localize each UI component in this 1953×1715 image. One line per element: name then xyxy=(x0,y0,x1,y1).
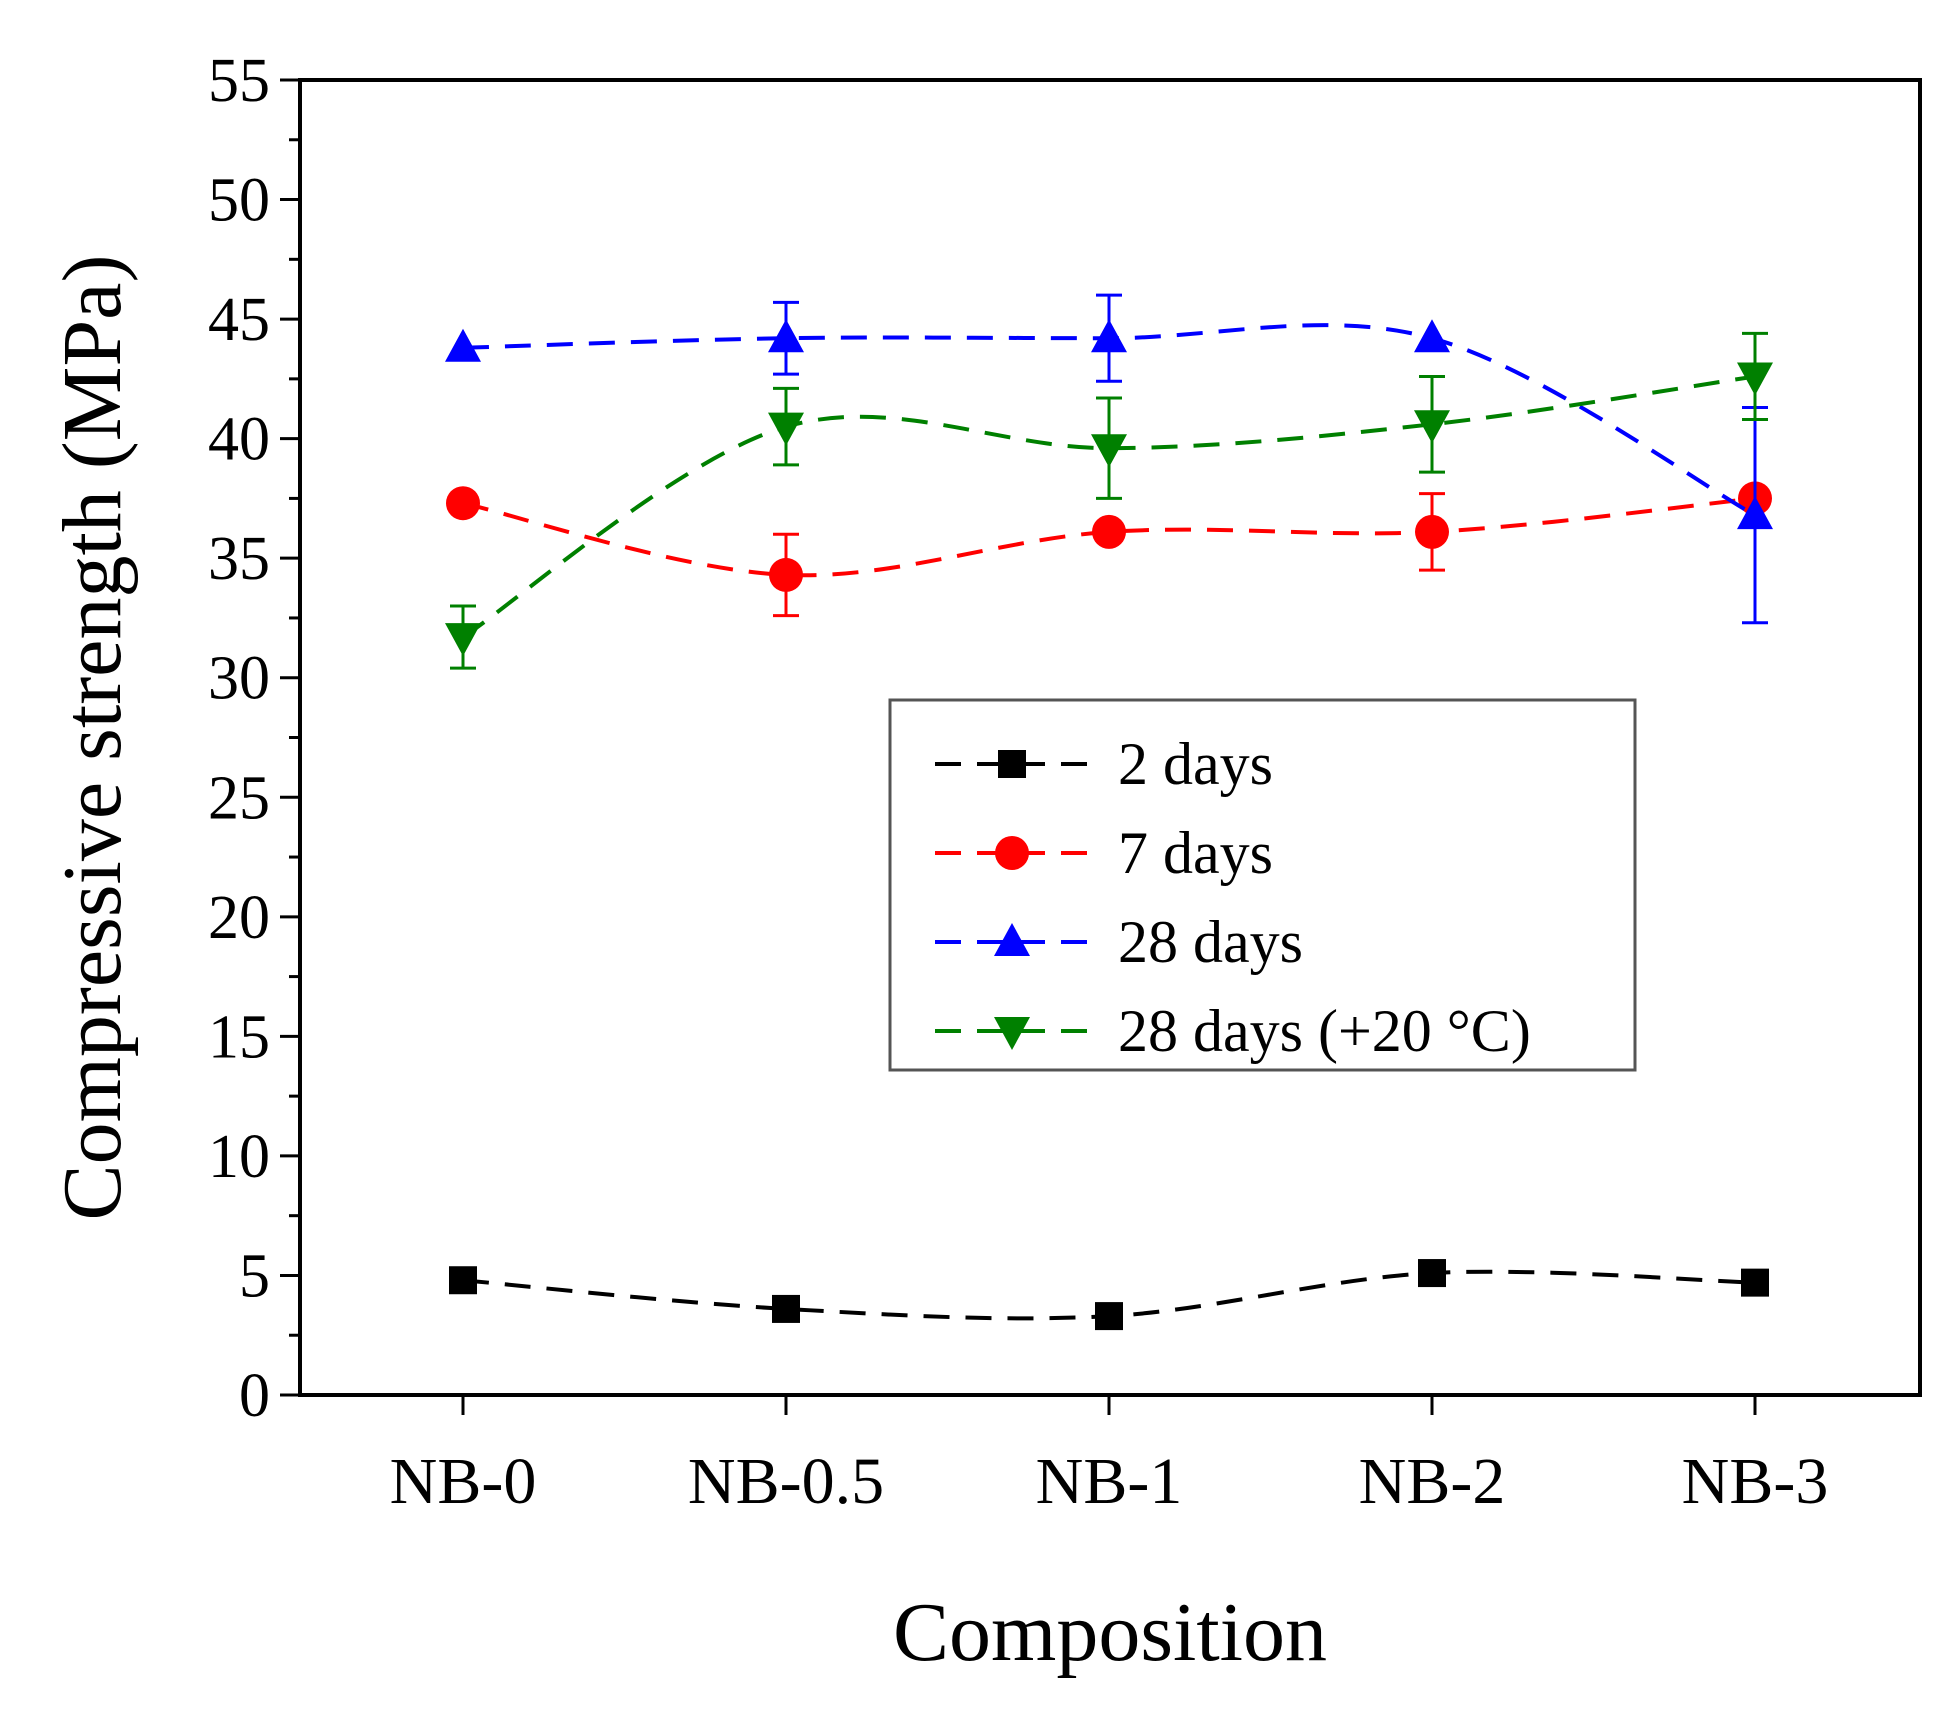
y-tick-label: 30 xyxy=(208,645,270,713)
data-point xyxy=(446,486,480,521)
data-point xyxy=(768,319,804,353)
data-point xyxy=(445,623,481,657)
y-axis-ticks: 0 5 10 15 20 25 30 35 40 45 50 55 xyxy=(208,47,300,1430)
x-axis-ticks: NB-0 NB-0.5 NB-1 NB-2 NB-3 xyxy=(390,1395,1829,1518)
x-tick-label: NB-0 xyxy=(390,1445,537,1518)
y-tick-label: 25 xyxy=(208,764,270,832)
data-point xyxy=(1091,319,1127,353)
y-tick-label: 50 xyxy=(208,167,270,235)
data-point xyxy=(1415,514,1449,549)
legend-label: 28 days xyxy=(1118,909,1303,975)
data-point xyxy=(768,412,804,446)
data-point xyxy=(1418,1259,1446,1288)
legend-label: 7 days xyxy=(1118,820,1273,886)
data-point xyxy=(1414,410,1450,444)
x-axis-title: Composition xyxy=(893,1586,1327,1679)
legend-label: 2 days xyxy=(1118,731,1273,797)
legend: 2 days 7 days 28 days 28 days (+20 °C) xyxy=(888,698,1637,1072)
y-tick-label: 15 xyxy=(208,1003,270,1071)
y-tick-label: 55 xyxy=(208,47,270,115)
data-point xyxy=(1741,1268,1769,1297)
y-tick-label: 45 xyxy=(208,286,270,354)
series-line xyxy=(461,374,1756,639)
data-point xyxy=(1737,496,1773,530)
x-tick-label: NB-0.5 xyxy=(688,1445,884,1518)
y-tick-label: 10 xyxy=(208,1123,270,1191)
series-2 xyxy=(445,293,1773,625)
y-tick-label: 40 xyxy=(208,406,270,474)
data-point xyxy=(772,1294,800,1323)
data-point xyxy=(449,1266,477,1295)
data-point xyxy=(1414,319,1450,353)
legend-label: 28 days (+20 °C) xyxy=(1118,998,1531,1064)
legend-marker xyxy=(995,836,1029,870)
y-tick-label: 20 xyxy=(208,884,270,952)
x-tick-label: NB-3 xyxy=(1682,1445,1829,1518)
data-point xyxy=(445,328,481,362)
series-0 xyxy=(449,1259,1769,1331)
legend-marker xyxy=(994,923,1030,956)
y-axis-title: Compressive strength (MPa) xyxy=(46,255,139,1221)
data-point xyxy=(769,557,803,592)
y-tick-label: 5 xyxy=(239,1242,270,1310)
data-point xyxy=(1092,514,1126,549)
legend-marker xyxy=(998,750,1026,778)
data-point xyxy=(1095,1302,1123,1331)
x-tick-label: NB-1 xyxy=(1036,1445,1183,1518)
y-tick-label: 35 xyxy=(208,525,270,593)
data-point xyxy=(1737,362,1773,396)
x-tick-label: NB-2 xyxy=(1359,1445,1506,1518)
series-line xyxy=(462,496,1756,578)
legend-marker xyxy=(994,1017,1030,1050)
series-layer xyxy=(445,293,1773,1331)
series-3 xyxy=(445,331,1773,670)
y-tick-label: 0 xyxy=(239,1362,270,1430)
data-point xyxy=(1091,434,1127,468)
